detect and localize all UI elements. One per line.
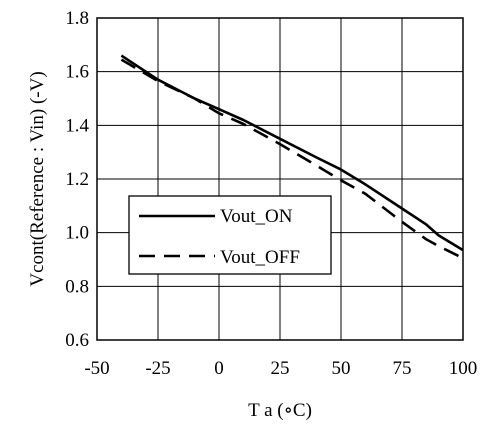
x-axis-title: T a (∘C): [248, 400, 312, 421]
series-line-vout-off: [120, 58, 464, 260]
x-tick-label: 0: [214, 358, 224, 379]
legend-label-vout-on: Vout_ON: [220, 206, 293, 227]
x-tick-label: 50: [332, 358, 351, 379]
x-tick-label: 25: [271, 358, 290, 379]
legend-box: [128, 195, 332, 275]
series-layer: [120, 54, 464, 260]
plot-frame: [96, 17, 464, 341]
legend: Vout_ON Vout_OFF: [128, 195, 332, 275]
y-tick-label: 1.4: [65, 115, 89, 136]
y-tick-label: 1.6: [65, 62, 89, 83]
grid: [97, 18, 463, 340]
y-tick-label: 1.0: [65, 223, 89, 244]
x-tick-labels: -50 -25 0 25 50 75 100: [84, 358, 477, 379]
legend-label-vout-off: Vout_OFF: [220, 247, 300, 268]
x-tick-label: -25: [145, 358, 170, 379]
y-tick-label: 0.8: [65, 276, 89, 297]
y-tick-label: 1.2: [65, 169, 89, 190]
y-axis-title: Vcont(Reference : Vin) (-V): [27, 71, 48, 286]
y-tick-labels: 0.6 0.8 1.0 1.2 1.4 1.6 1.8: [65, 8, 89, 351]
y-tick-label: 0.6: [65, 330, 89, 351]
y-tick-label: 1.8: [65, 8, 89, 29]
x-tick-label: -50: [84, 358, 109, 379]
x-tick-label: 100: [449, 358, 478, 379]
x-tick-label: 75: [393, 358, 412, 379]
